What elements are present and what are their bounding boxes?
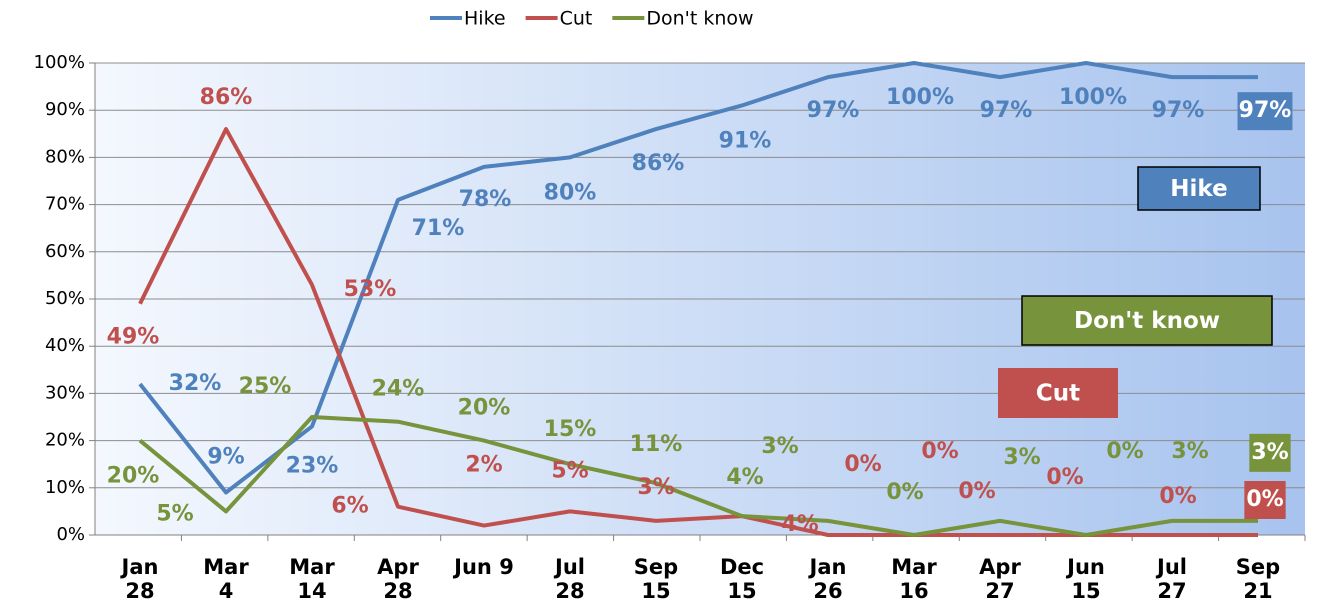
value-label: 86% [632, 151, 685, 176]
value-label: 0% [921, 439, 958, 464]
value-label: 0% [844, 452, 881, 477]
x-tick-label: Jun 9 [454, 555, 514, 579]
value-label: 6% [331, 494, 368, 519]
value-label: 25% [239, 374, 292, 399]
value-label: 97% [980, 98, 1033, 123]
x-tick-label: Dec 15 [719, 555, 765, 603]
x-tick-label: Sep 15 [633, 555, 679, 603]
value-label: 100% [1059, 85, 1127, 110]
series-box [1137, 166, 1261, 211]
value-label: 49% [107, 325, 160, 350]
value-label: 3% [1171, 439, 1208, 464]
value-label: 97% [807, 98, 860, 123]
value-label: 86% [200, 85, 253, 110]
y-tick-label: 80% [45, 146, 85, 167]
value-label: 9% [207, 445, 244, 470]
value-label: 0% [1106, 439, 1143, 464]
y-tick-label: 90% [45, 99, 85, 120]
value-label: 0% [958, 479, 995, 504]
y-tick-label: 10% [45, 477, 85, 498]
value-label: 97% [1239, 98, 1292, 123]
y-tick-label: 20% [45, 430, 85, 451]
series-line [138, 415, 1258, 537]
value-label: 32% [169, 371, 222, 396]
x-tick-label: Mar 14 [289, 555, 335, 603]
series-box-label: Hike [1170, 176, 1227, 202]
x-tick-label: Mar 16 [891, 555, 937, 603]
value-label: 2% [465, 453, 502, 478]
value-label: 15% [544, 417, 597, 442]
value-label: 0% [886, 480, 923, 505]
y-tick-label: 40% [45, 335, 85, 356]
y-tick-label: 30% [45, 382, 85, 403]
value-label: 23% [286, 453, 339, 478]
value-label: 5% [156, 501, 193, 526]
value-label: 24% [372, 377, 425, 402]
x-tick-label: Apr 28 [377, 555, 419, 603]
value-label: 0% [1159, 484, 1196, 509]
value-label: 5% [551, 458, 588, 483]
y-tick-label: 60% [45, 241, 85, 262]
value-label: 4% [781, 512, 818, 537]
x-tick-label: Jan 28 [121, 555, 159, 603]
series-box-label: Don't know [1074, 308, 1220, 334]
value-label: 53% [344, 277, 397, 302]
value-label: 71% [412, 216, 465, 241]
legend-label: Cut [560, 8, 593, 30]
y-tick-label: 70% [45, 194, 85, 215]
x-tick-label: Jan 26 [809, 555, 847, 603]
x-tick-label: Sep 21 [1235, 555, 1281, 603]
value-label-box [1244, 481, 1286, 519]
value-label: 0% [1046, 465, 1083, 490]
series-line [138, 127, 1258, 537]
value-label: 3% [1251, 440, 1288, 465]
value-label: 100% [886, 85, 954, 110]
value-label: 11% [630, 432, 683, 457]
value-label: 91% [719, 128, 772, 153]
y-tick-label: 50% [45, 288, 85, 309]
value-label: 97% [1152, 98, 1205, 123]
series-box-label: Cut [1036, 381, 1080, 407]
value-label: 3% [1003, 445, 1040, 470]
value-label: 20% [458, 396, 511, 421]
value-label-box [1237, 92, 1293, 131]
value-label: 3% [637, 475, 674, 500]
x-tick-label: Apr 27 [979, 555, 1021, 603]
value-label: 80% [544, 180, 597, 205]
series-box [998, 368, 1118, 418]
series-line [138, 61, 1258, 495]
x-tick-label: Jun 15 [1067, 555, 1105, 603]
value-label: 78% [459, 187, 512, 212]
legend-label: Hike [464, 8, 506, 30]
value-label: 4% [726, 465, 763, 490]
y-tick-label: 100% [34, 52, 85, 73]
legend-label: Don't know [646, 8, 753, 30]
y-tick-label: 0% [56, 524, 85, 545]
x-tick-label: Jul 27 [1157, 555, 1187, 603]
series-box [1021, 295, 1273, 346]
x-tick-label: Mar 4 [203, 555, 249, 603]
value-label-box [1249, 433, 1291, 472]
x-tick-label: Jul 28 [555, 555, 585, 603]
value-label: 3% [761, 434, 798, 459]
value-label: 0% [1246, 487, 1283, 512]
value-label: 20% [107, 464, 160, 489]
